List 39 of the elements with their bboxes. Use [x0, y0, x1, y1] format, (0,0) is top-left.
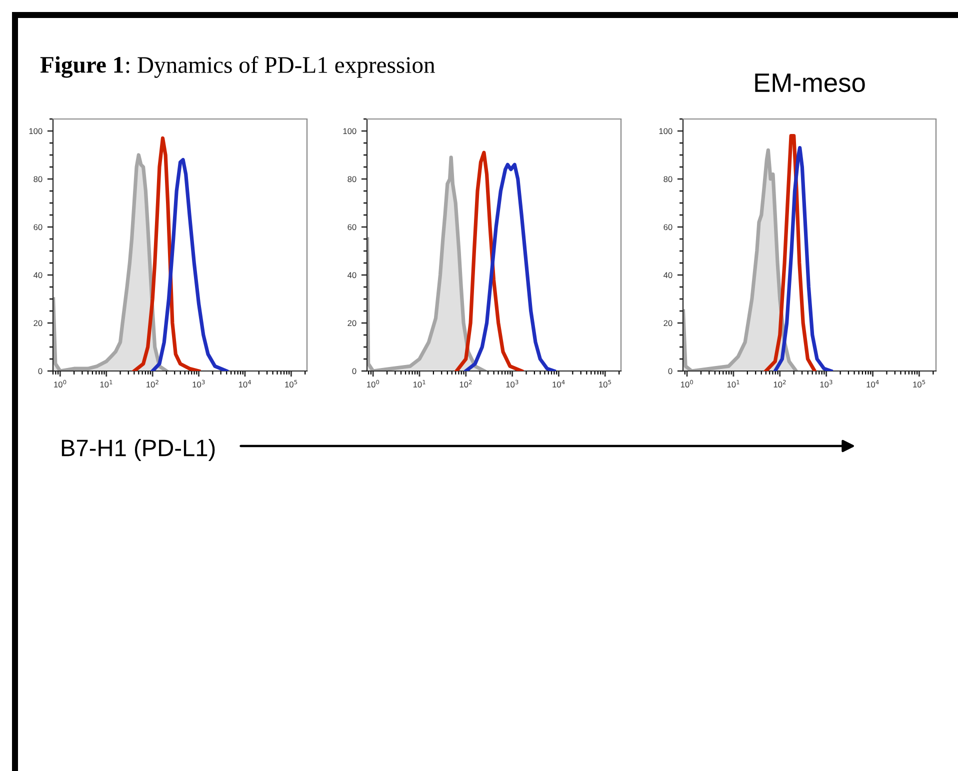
- x-tick-label: 10$^{5}$: [599, 380, 611, 388]
- chart-title: EM-meso: [755, 74, 865, 92]
- x-tick-label: 10$^{0}$: [54, 380, 66, 388]
- y-tick-label: 0: [668, 368, 672, 374]
- x-tick-label: 10$^{2}$: [146, 380, 158, 388]
- chart-title: Figure 1: Dynamics of PD-L1 expression: [40, 56, 435, 78]
- y-tick-label: 60: [348, 224, 356, 230]
- x-tick-label: 10$^{1}$: [100, 380, 112, 388]
- x-tick-label: 10$^{0}$: [367, 380, 380, 388]
- y-tick-label: 100: [343, 128, 356, 134]
- y-tick-label: 20: [34, 320, 42, 326]
- y-tick-label: 80: [34, 176, 42, 182]
- y-tick-label: 20: [664, 320, 672, 326]
- x-tick-label: 10$^{3}$: [192, 380, 205, 388]
- y-tick-label: 40: [34, 272, 42, 278]
- text: B7-H1 (PD-L1): [62, 438, 215, 461]
- x-tick-label: 10$^{1}$: [413, 380, 426, 388]
- x-tick-label: 10$^{4}$: [552, 380, 565, 388]
- x-tick-label: 10$^{3}$: [820, 380, 832, 388]
- x-tick-label: 10$^{3}$: [506, 380, 518, 388]
- x-tick-label: 10$^{1}$: [727, 380, 740, 388]
- x-tick-label: 10$^{4}$: [866, 380, 879, 388]
- y-tick-label: 80: [664, 176, 672, 182]
- x-tick-label: 10$^{4}$: [238, 380, 252, 388]
- y-tick-label: 40: [348, 272, 356, 278]
- y-tick-label: 60: [664, 224, 672, 230]
- x-tick-label: 10$^{5}$: [913, 380, 926, 388]
- y-tick-label: 100: [29, 128, 42, 134]
- y-tick-label: 20: [348, 320, 356, 326]
- x-tick-label: 10$^{0}$: [680, 380, 694, 388]
- y-tick-label: 0: [352, 368, 356, 374]
- y-tick-label: 40: [664, 272, 672, 278]
- x-tick-label: 10$^{5}$: [285, 380, 298, 388]
- y-tick-label: 0: [38, 368, 42, 374]
- y-tick-label: 60: [34, 224, 42, 230]
- y-tick-label: 100: [659, 128, 672, 134]
- x-tick-label: 10$^{2}$: [774, 380, 786, 388]
- x-tick-label: 10$^{2}$: [460, 380, 472, 388]
- y-tick-label: 80: [348, 176, 356, 182]
